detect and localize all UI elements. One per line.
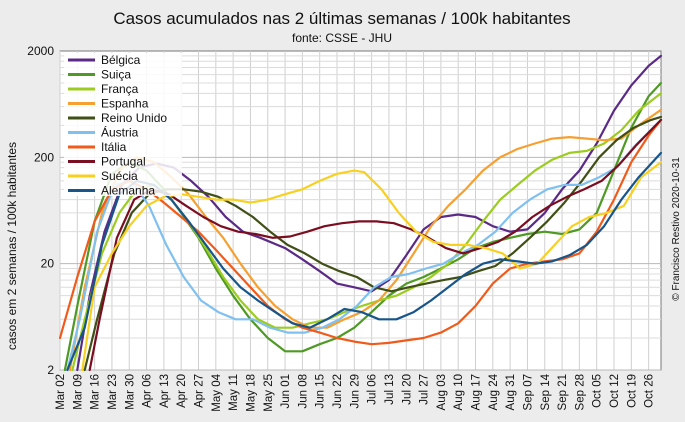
x-tick-label: Oct 05 [592,374,604,408]
copyright-text: © Francisco Restivo 2020-10-31 [671,157,682,301]
legend-label: Reino Unido [101,111,167,125]
y-axis-ticks: 2 20 200 2000 [27,44,54,377]
legend-label: Portugal [101,155,146,169]
y-axis-label: casos em 2 semanas / 100k habitantes [5,142,19,350]
x-tick-label: Aug 24 [488,373,500,410]
x-tick-label: Sep 28 [574,374,586,410]
x-tick-label: Aug 31 [505,374,517,410]
x-tick-label: Oct 12 [609,374,621,408]
x-tick-label: Oct 19 [626,374,638,408]
x-tick-label: Apr 27 [194,374,206,408]
y-tick-label: 2000 [27,44,54,58]
x-tick-label: Jun 22 [332,374,344,409]
x-tick-label: Jun 29 [349,374,361,409]
legend-label: França [101,82,139,96]
x-tick-label: Sep 14 [540,373,552,410]
x-tick-label: Aug 17 [471,374,483,410]
legend-label: Suiça [101,68,131,82]
x-tick-label: Apr 06 [142,374,154,408]
series-line [58,118,663,346]
x-tick-label: Aug 03 [436,374,448,410]
x-tick-label: Jul 27 [419,374,431,405]
y-tick-label: 20 [41,257,55,271]
x-tick-label: Mar 23 [107,374,119,410]
chart-title: Casos acumulados nas 2 últimas semanas /… [113,9,570,28]
x-tick-label: Oct 26 [644,374,656,408]
chart-subtitle: fonte: CSSE - JHU [292,31,392,45]
x-tick-label: Jul 13 [384,374,396,405]
legend-label: Espanha [101,97,149,111]
legend-label: Itália [101,140,127,154]
x-tick-label: Jul 06 [367,374,379,405]
series-line [88,118,663,372]
x-tick-label: May 25 [263,374,275,412]
x-tick-label: May 18 [245,374,257,412]
x-tick-label: Aug 10 [453,374,465,410]
x-tick-label: Jun 15 [315,374,327,409]
legend-label: Suécia [101,169,138,183]
x-tick-label: Mar 02 [55,374,67,410]
legend-label: Bélgica [101,53,141,67]
x-tick-label: Jun 01 [280,374,292,409]
x-tick-label: Mar 30 [124,374,136,410]
x-tick-label: May 11 [228,374,240,411]
y-tick-label: 2 [47,363,54,377]
x-axis-ticks: Mar 02 Mar 09 Mar 16 Mar 23 Mar 30 Apr 06 Apr … [55,373,656,411]
x-tick-label: Mar 16 [90,374,102,410]
legend-box [64,53,182,196]
series-line [66,118,663,372]
x-tick-label: Mar 09 [72,374,84,410]
x-tick-label: Sep 07 [522,374,534,410]
x-tick-label: Sep 21 [557,374,569,410]
x-tick-label: May 04 [211,373,223,411]
x-tick-label: Jul 20 [401,374,413,405]
legend-label: Áustria [101,125,139,140]
x-tick-label: Jun 08 [297,374,309,409]
x-tick-label: Apr 20 [176,374,188,408]
legend-label: Alemanha [101,184,155,198]
y-tick-label: 200 [34,150,54,164]
x-tick-label: Apr 13 [159,374,171,408]
